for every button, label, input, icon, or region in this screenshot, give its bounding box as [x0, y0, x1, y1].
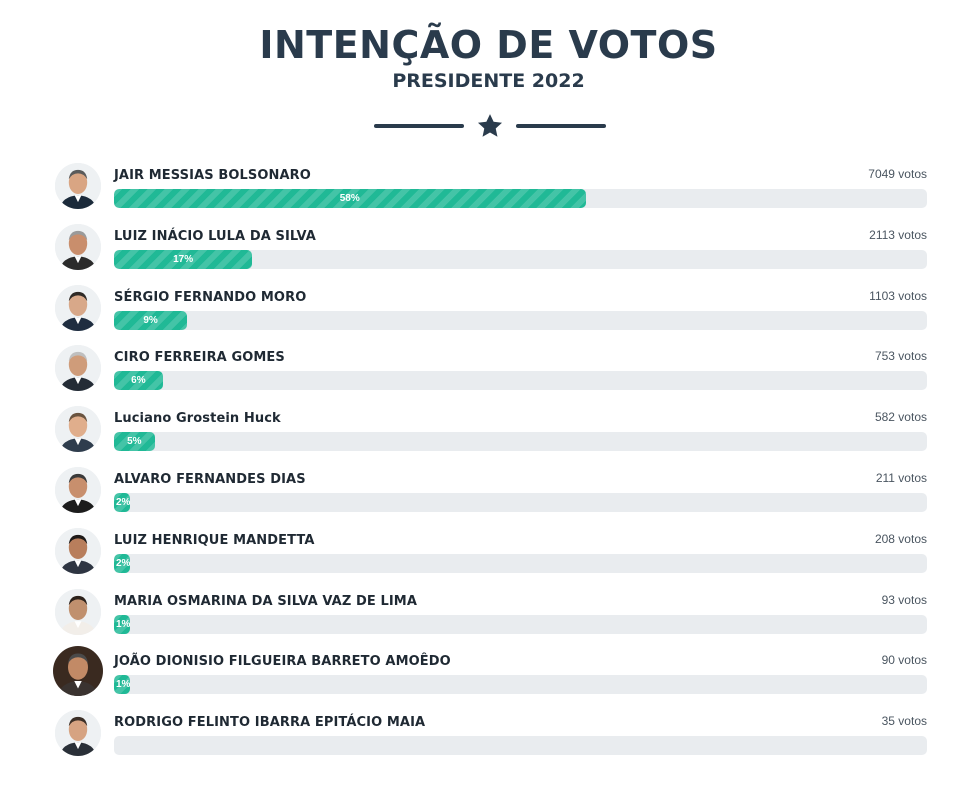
candidate-name: CIRO FERREIRA GOMES — [114, 350, 285, 366]
candidate-photo-lula — [55, 223, 101, 270]
candidate-name: SÉRGIO FERNANDO MORO — [114, 289, 307, 305]
vote-progress-fill: 17% — [114, 249, 253, 269]
divider-line-right — [516, 124, 606, 128]
vote-count: 7049 votos — [868, 167, 927, 181]
header-divider — [372, 112, 608, 140]
candidate-row: SÉRGIO FERNANDO MORO 1103 votos 9% — [52, 282, 932, 343]
candidate-row: JAIR MESSIAS BOLSONARO 7049 votos 58% — [52, 160, 932, 221]
vote-progress-fill: 58% — [114, 189, 586, 208]
vote-progress-track: 58% — [114, 189, 927, 208]
divider-line-left — [374, 124, 464, 128]
vote-count: 90 votos — [881, 653, 927, 668]
vote-count: 208 votos — [874, 531, 927, 546]
vote-progress-track: 1% — [114, 675, 927, 695]
candidate-name: RODRIGO FELINTO IBARRA EPITÁCIO MAIA — [114, 715, 426, 731]
candidate-photo-bolsonaro — [55, 163, 101, 209]
candidate-name: ALVARO FERNANDES DIAS — [114, 471, 306, 487]
candidate-row: RODRIGO FELINTO IBARRA EPITÁCIO MAIA 35 v… — [52, 707, 932, 768]
page-subtitle: PRESIDENTE 2022 — [392, 70, 585, 92]
vote-progress-track: 5% — [114, 432, 927, 452]
candidate-name: LUIZ INÁCIO LULA DA SILVA — [114, 228, 316, 244]
page-title: INTENÇÃO DE VOTOS — [259, 23, 718, 67]
vote-progress-track: 9% — [114, 310, 927, 330]
vote-count: 582 votos — [874, 410, 927, 425]
vote-progress-fill: 5% — [114, 432, 155, 452]
vote-progress-track: 1% — [114, 614, 927, 634]
page-header: INTENÇÃO DE VOTOS PRESIDENTE 2022 — [0, 22, 977, 93]
candidate-name: MARIA OSMARINA DA SILVA VAZ DE LIMA — [114, 593, 418, 609]
candidate-list: JAIR MESSIAS BOLSONARO 7049 votos 58% LUIZ … — [52, 160, 932, 768]
star-icon — [477, 114, 503, 137]
vote-progress-fill: 1% — [114, 614, 131, 634]
vote-progress-fill: 6% — [114, 371, 163, 391]
vote-progress-track: 6% — [114, 371, 927, 391]
candidate-photo-huck — [55, 406, 101, 453]
candidate-name: Luciano Grostein Huck — [114, 411, 281, 427]
candidate-row: CIRO FERREIRA GOMES 753 votos 6% — [52, 342, 932, 403]
candidate-row: LUIZ HENRIQUE MANDETTA 208 votos 2% — [52, 525, 932, 586]
vote-progress-fill: 1% — [114, 675, 131, 695]
candidate-photo-ciro — [55, 345, 101, 392]
vote-progress-fill: 2% — [114, 553, 131, 573]
candidate-photo-amoedo — [53, 646, 103, 697]
candidate-row: MARIA OSMARINA DA SILVA VAZ DE LIMA 93 vo… — [52, 586, 932, 647]
candidate-photo-marina — [55, 588, 101, 635]
vote-count: 1103 votos — [869, 288, 927, 303]
vote-progress-track: 2% — [114, 553, 927, 573]
candidate-row: ALVARO FERNANDES DIAS 211 votos 2% — [52, 464, 932, 525]
vote-progress-fill: 9% — [114, 310, 188, 330]
vote-progress-track: 2% — [114, 492, 927, 512]
vote-progress-fill: 2% — [114, 492, 131, 512]
candidate-name: JOÃO DIONISIO FILGUEIRA BARRETO AMOÊDO — [114, 654, 451, 670]
candidate-row: Luciano Grostein Huck 582 votos 5% — [52, 403, 932, 464]
vote-count: 35 votos — [881, 714, 927, 729]
candidate-name: LUIZ HENRIQUE MANDETTA — [114, 532, 315, 548]
candidate-photo-maia — [55, 710, 101, 757]
vote-count: 211 votos — [875, 470, 927, 485]
vote-count: 753 votos — [874, 349, 927, 364]
candidate-row: JOÃO DIONISIO FILGUEIRA BARRETO AMOÊDO 90… — [52, 646, 932, 707]
candidate-photo-alvaro — [55, 466, 101, 513]
candidate-name: JAIR MESSIAS BOLSONARO — [114, 168, 311, 183]
vote-count: 93 votos — [881, 592, 927, 607]
candidate-photo-moro — [55, 284, 101, 331]
candidate-row: LUIZ INÁCIO LULA DA SILVA 2113 votos 17% — [52, 221, 932, 282]
vote-progress-track — [114, 736, 927, 756]
candidate-photo-mandetta — [55, 527, 101, 574]
vote-count: 2113 votos — [869, 227, 927, 242]
vote-progress-track: 17% — [114, 249, 927, 269]
